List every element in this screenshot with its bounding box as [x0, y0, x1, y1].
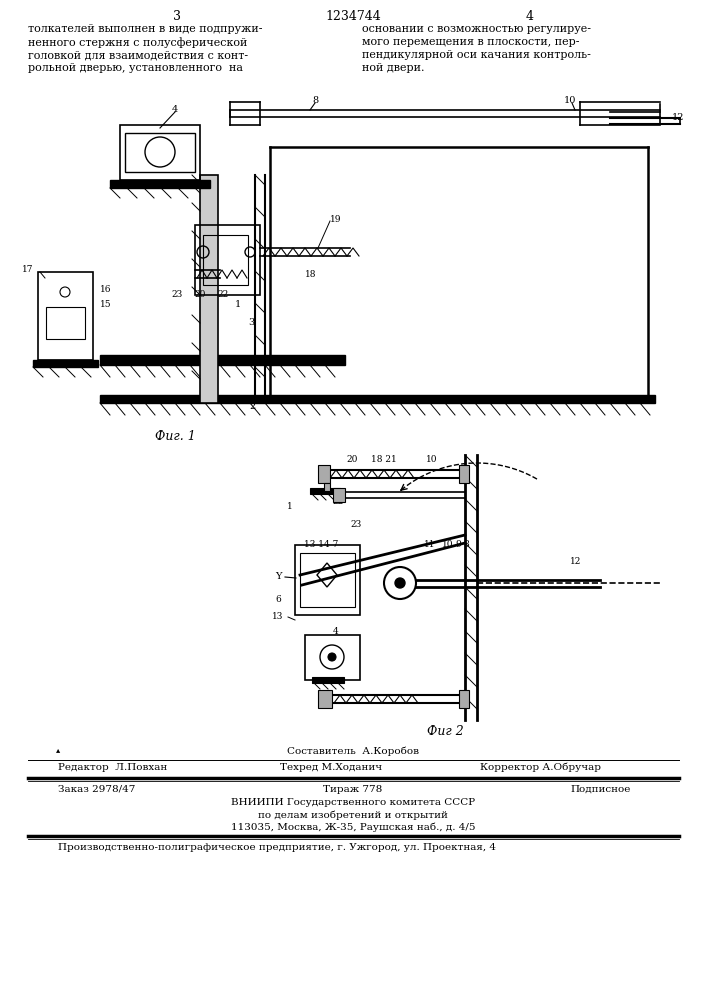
- Text: 4: 4: [172, 105, 178, 114]
- Text: Фиг. 1: Фиг. 1: [155, 430, 195, 443]
- Text: 1: 1: [287, 502, 293, 511]
- Text: 18: 18: [305, 270, 317, 279]
- Bar: [305, 635, 360, 680]
- Bar: [318, 465, 330, 483]
- Bar: [200, 175, 218, 403]
- Text: Редактор  Л.Повхан: Редактор Л.Повхан: [58, 763, 168, 772]
- Text: пендикулярной оси качания контроль-: пендикулярной оси качания контроль-: [362, 50, 591, 60]
- Text: Тираж 778: Тираж 778: [323, 785, 382, 794]
- Text: 2: 2: [249, 402, 255, 411]
- Text: Y: Y: [275, 572, 281, 581]
- Text: Корректор А.Обручар: Корректор А.Обручар: [480, 763, 601, 772]
- Text: 12: 12: [672, 113, 684, 122]
- Text: 3: 3: [173, 10, 181, 23]
- Bar: [310, 488, 340, 494]
- Text: Производственно-полиграфическое предприятие, г. Ужгород, ул. Проектная, 4: Производственно-полиграфическое предприя…: [58, 843, 496, 852]
- Bar: [110, 180, 210, 188]
- Circle shape: [384, 567, 416, 599]
- Text: мого перемещения в плоскости, пер-: мого перемещения в плоскости, пер-: [362, 37, 580, 47]
- Text: 6: 6: [275, 595, 281, 604]
- Text: 1: 1: [235, 300, 241, 309]
- Text: 1234744: 1234744: [325, 10, 381, 23]
- Text: 11: 11: [424, 540, 436, 549]
- Bar: [46, 307, 85, 339]
- Text: 20: 20: [194, 290, 206, 299]
- Bar: [33, 360, 98, 367]
- Bar: [459, 465, 469, 483]
- Circle shape: [328, 653, 336, 661]
- Text: Составитель  А.Коробов: Составитель А.Коробов: [287, 746, 419, 756]
- Text: 4: 4: [333, 627, 339, 636]
- Text: 23: 23: [351, 520, 361, 529]
- Text: 23: 23: [171, 290, 182, 299]
- Text: 19: 19: [330, 215, 341, 224]
- Bar: [38, 272, 93, 360]
- Text: 20: 20: [346, 455, 358, 464]
- Text: рольной дверью, установленного  на: рольной дверью, установленного на: [28, 63, 243, 73]
- Text: ненного стержня с полусферической: ненного стержня с полусферической: [28, 37, 247, 48]
- Text: 15: 15: [100, 300, 112, 309]
- Text: 12: 12: [570, 557, 581, 566]
- Text: 10: 10: [443, 540, 454, 549]
- Text: 113035, Москва, Ж-35, Раушская наб., д. 4/5: 113035, Москва, Ж-35, Раушская наб., д. …: [230, 822, 475, 832]
- Bar: [195, 225, 260, 295]
- Text: 8: 8: [463, 540, 469, 549]
- Text: 3: 3: [248, 318, 255, 327]
- Bar: [459, 690, 469, 708]
- Text: 4: 4: [526, 10, 534, 23]
- Text: 10: 10: [563, 96, 576, 105]
- Text: по делам изобретений и открытий: по делам изобретений и открытий: [258, 810, 448, 820]
- Bar: [100, 355, 345, 365]
- Bar: [125, 133, 195, 172]
- Text: Заказ 2978/47: Заказ 2978/47: [58, 785, 135, 794]
- Bar: [318, 690, 332, 708]
- Text: ВНИИПИ Государственного комитета СССР: ВНИИПИ Государственного комитета СССР: [231, 798, 475, 807]
- Text: 22: 22: [217, 290, 228, 299]
- Text: 17: 17: [22, 265, 34, 274]
- Text: основании с возможностью регулируе-: основании с возможностью регулируе-: [362, 24, 591, 34]
- Bar: [100, 395, 655, 403]
- Text: 9: 9: [455, 540, 461, 549]
- Text: Подписное: Подписное: [570, 785, 631, 794]
- Text: Фиг 2: Фиг 2: [426, 725, 463, 738]
- Text: Техред М.Ходанич: Техред М.Ходанич: [280, 763, 382, 772]
- Circle shape: [395, 578, 405, 588]
- Text: головкой для взаимодействия с конт-: головкой для взаимодействия с конт-: [28, 50, 248, 60]
- Text: толкателей выполнен в виде подпружи-: толкателей выполнен в виде подпружи-: [28, 24, 262, 34]
- Text: 8: 8: [312, 96, 318, 105]
- Bar: [203, 235, 248, 285]
- Text: 22: 22: [332, 497, 344, 506]
- Bar: [120, 125, 200, 180]
- Text: 18 21: 18 21: [371, 455, 397, 464]
- Bar: [333, 488, 345, 502]
- Text: 13 14 7: 13 14 7: [304, 540, 339, 549]
- Bar: [300, 553, 355, 607]
- Text: 10: 10: [426, 455, 438, 464]
- Bar: [312, 677, 344, 683]
- Text: 16: 16: [100, 285, 112, 294]
- Text: ной двери.: ной двери.: [362, 63, 424, 73]
- Bar: [295, 545, 360, 615]
- Text: 13: 13: [272, 612, 284, 621]
- Text: ▴: ▴: [56, 746, 60, 754]
- Bar: [324, 483, 330, 491]
